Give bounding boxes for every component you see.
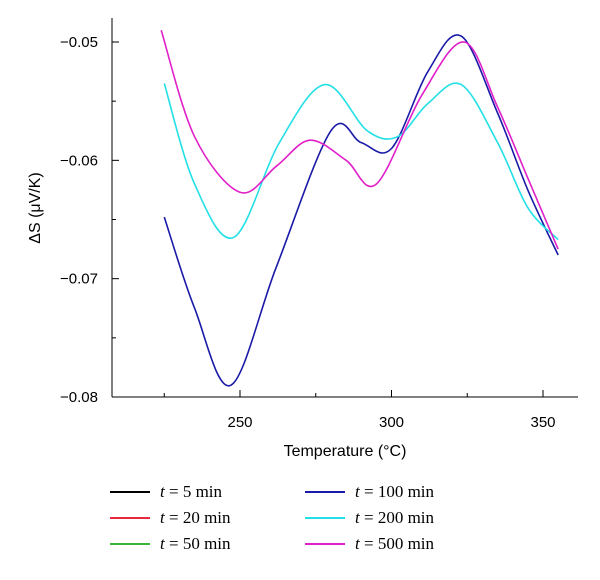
y-tick-label: −0.08 — [60, 389, 98, 406]
legend-series-name: 50 min — [182, 534, 231, 553]
series-line — [163, 82, 559, 241]
legend-swatch — [110, 517, 150, 519]
ticks: 250 300 350 −0.08 −0.07 −0.06 −0.05 — [60, 34, 555, 431]
legend-swatch — [305, 491, 345, 493]
legend-item: t = 5 min — [110, 480, 222, 504]
line-chart: 250 300 350 −0.08 −0.07 −0.06 −0.05 Temperatur… — [27, 18, 578, 460]
legend-series-name: 20 min — [182, 508, 231, 527]
series-line — [163, 34, 559, 387]
legend-swatch — [305, 543, 345, 545]
legend-label: t = 20 min — [160, 508, 231, 528]
x-tick-label: 350 — [530, 414, 555, 431]
legend-swatch — [305, 517, 345, 519]
legend-variable: t — [355, 482, 360, 501]
legend-variable: t — [160, 508, 165, 527]
legend-equals: = — [359, 534, 378, 553]
legend-series-name: 500 min — [377, 534, 435, 553]
legend-swatch — [110, 543, 150, 545]
legend-equals: = — [359, 508, 378, 527]
axes — [111, 18, 578, 398]
y-tick-label: −0.05 — [60, 34, 98, 51]
legend-equals: = — [164, 508, 183, 527]
legend-label: t = 100 min — [355, 482, 434, 502]
x-axis-label: Temperature (°C) — [284, 443, 407, 460]
legend-variable: t — [355, 508, 360, 527]
y-axis-label: ΔS (μV/K) — [27, 172, 44, 243]
legend-item: t = 20 min — [110, 506, 231, 530]
legend-variable: t — [160, 482, 165, 501]
legend-variable: t — [160, 534, 165, 553]
legend-item: t = 200 min — [305, 506, 434, 530]
legend-series-name: 100 min — [377, 482, 435, 501]
series-layer — [160, 29, 559, 387]
legend-item: t = 100 min — [305, 480, 434, 504]
legend-label: t = 500 min — [355, 534, 434, 554]
y-tick-label: −0.07 — [60, 271, 98, 288]
series-line — [160, 29, 559, 250]
legend-label: t = 200 min — [355, 508, 434, 528]
legend-series-name: 5 min — [182, 482, 223, 501]
x-tick-label: 300 — [379, 414, 404, 431]
legend-equals: = — [164, 482, 183, 501]
legend-swatch — [110, 491, 150, 493]
x-tick-label: 250 — [227, 414, 252, 431]
legend-equals: = — [164, 534, 183, 553]
legend-item: t = 50 min — [110, 532, 231, 556]
legend-item: t = 500 min — [305, 532, 434, 556]
legend-variable: t — [355, 534, 360, 553]
legend-label: t = 5 min — [160, 482, 222, 502]
legend-equals: = — [359, 482, 378, 501]
legend-series-name: 200 min — [377, 508, 435, 527]
legend: t = 5 min t = 20 min t = 50 min t = 100 min… — [110, 480, 570, 570]
y-tick-label: −0.06 — [60, 152, 98, 169]
legend-label: t = 50 min — [160, 534, 231, 554]
